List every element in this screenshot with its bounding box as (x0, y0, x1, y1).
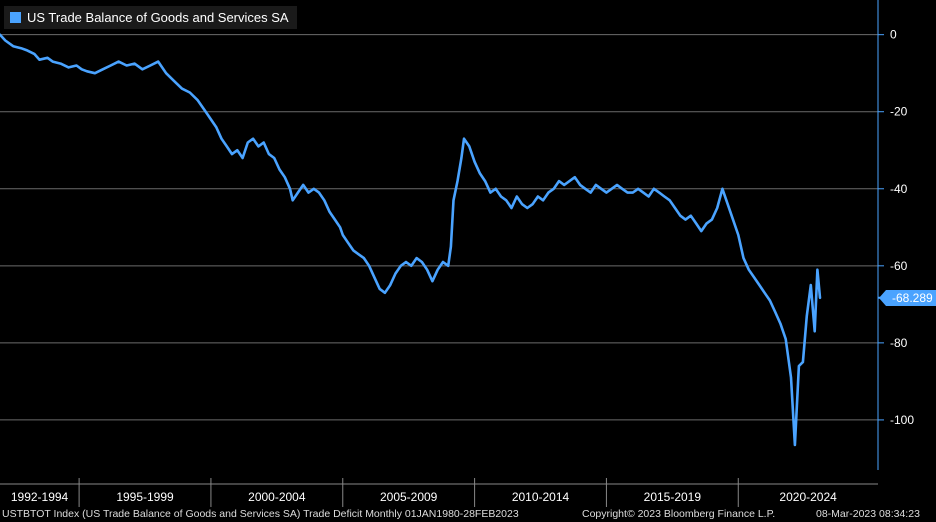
y-tick-label: -100 (890, 413, 914, 427)
y-tick-label: -60 (890, 259, 908, 273)
footer: USTBTOT Index (US Trade Balance of Goods… (0, 507, 936, 522)
y-tick-label: -20 (890, 105, 908, 119)
footer-timestamp: 08-Mar-2023 08:34:23 (816, 508, 920, 520)
y-tick-label: -80 (890, 336, 908, 350)
footer-description: USTBTOT Index (US Trade Balance of Goods… (2, 508, 519, 520)
series-line-trade-balance (0, 33, 822, 447)
legend-label: US Trade Balance of Goods and Services S… (27, 10, 289, 25)
legend-swatch (10, 12, 21, 23)
last-value-label: -68.289 (879, 289, 936, 306)
x-period-label: 2010-2014 (512, 490, 570, 504)
x-period-label: 2015-2019 (644, 490, 702, 504)
y-tick-label: -40 (890, 182, 908, 196)
x-period-label: 2020-2024 (779, 490, 837, 504)
x-period-label: 1995-1999 (116, 490, 174, 504)
x-period-label: 2005-2009 (380, 490, 438, 504)
y-tick-label: 0 (890, 28, 897, 42)
x-period-label: 2000-2004 (248, 490, 306, 504)
x-period-label: 1992-1994 (11, 490, 69, 504)
legend: US Trade Balance of Goods and Services S… (4, 6, 297, 29)
footer-copyright: Copyright© 2023 Bloomberg Finance L.P. (582, 508, 776, 520)
